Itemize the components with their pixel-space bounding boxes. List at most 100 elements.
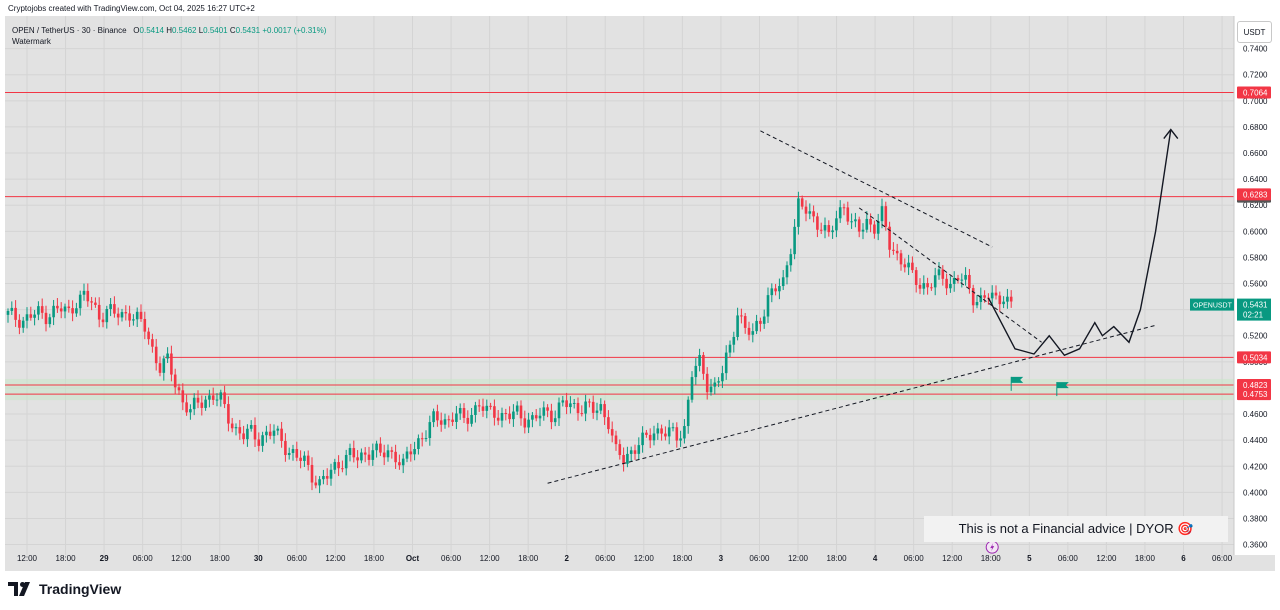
level-price-label-bg	[1237, 86, 1271, 99]
candle-body	[888, 226, 891, 250]
candle-body	[778, 286, 781, 292]
candle-body	[724, 352, 728, 374]
projection-arrowhead	[1163, 128, 1179, 139]
inner-descending-line	[858, 207, 1042, 343]
candle-body	[215, 399, 219, 401]
candle-body	[561, 400, 565, 403]
candle-body	[18, 319, 21, 328]
candle-body	[439, 420, 443, 425]
price-tick-label: 0.6000	[1243, 227, 1268, 236]
time-tick-label: 12:00	[17, 554, 38, 563]
time-tick-label: 18:00	[981, 554, 1002, 563]
price-tick-label: 0.4400	[1243, 436, 1268, 445]
candle-body	[808, 211, 812, 214]
candle-body	[322, 476, 325, 480]
candle-body	[861, 229, 865, 232]
candle-body	[1006, 296, 1009, 302]
price-tick-label: 0.3600	[1243, 541, 1268, 550]
legend-high-label: H	[166, 26, 172, 35]
candle-body	[219, 392, 223, 400]
candle-body	[930, 287, 933, 289]
candle-body	[774, 288, 777, 292]
time-tick-label: 6	[1181, 554, 1186, 563]
candle-body	[363, 452, 367, 455]
candle-body	[208, 395, 211, 400]
candle-body	[816, 216, 819, 230]
candle-body	[751, 331, 755, 335]
candle-body	[709, 386, 713, 393]
candle-body	[105, 309, 109, 323]
last-price-bg	[1237, 298, 1271, 321]
candle-body	[158, 363, 162, 373]
candle-body	[618, 444, 622, 456]
candle-body	[234, 427, 238, 429]
level-price-label: 0.4823	[1243, 381, 1268, 390]
price-tick-label: 0.7000	[1243, 97, 1268, 106]
candle-body	[398, 462, 401, 466]
candle-body	[189, 409, 192, 413]
time-tick-label: 06:00	[1212, 554, 1233, 563]
legend-open: 0.5414	[139, 26, 164, 35]
candle-body	[287, 452, 291, 456]
candle-body	[865, 218, 869, 230]
candle-body	[462, 408, 466, 418]
candle-body	[67, 306, 71, 309]
time-tick-label: 18:00	[56, 554, 77, 563]
candle-body	[675, 427, 679, 441]
candle-body	[531, 415, 534, 420]
legend-indicator[interactable]: Watermark	[12, 37, 51, 46]
time-tick-label: 18:00	[827, 554, 848, 563]
currency-button[interactable]: USDT	[1237, 21, 1272, 43]
candle-body	[576, 402, 580, 414]
candle-body	[838, 207, 842, 219]
candle-body	[493, 406, 496, 418]
candle-body	[151, 339, 154, 347]
candle-body	[671, 427, 675, 429]
candle-body	[732, 336, 736, 345]
candle-body	[223, 392, 226, 405]
legend-low: 0.5401	[203, 26, 228, 35]
candle-body	[945, 278, 948, 289]
candle-body	[660, 428, 663, 434]
candle-body	[246, 428, 249, 440]
chart-area[interactable]	[5, 16, 1275, 571]
candle-body	[333, 462, 337, 470]
candle-body	[120, 312, 124, 318]
candle-body	[603, 404, 606, 418]
price-axis-background	[1234, 16, 1275, 555]
price-tick-label: 0.4600	[1243, 410, 1268, 419]
tradingview-logo[interactable]: TradingView	[8, 581, 121, 597]
candle-body	[337, 462, 340, 469]
candle-body	[101, 319, 105, 323]
price-tick-label: 0.5600	[1243, 280, 1268, 289]
candle-body	[466, 417, 470, 424]
candle-body	[6, 310, 10, 315]
ascending-support	[547, 324, 1156, 484]
candle-body	[926, 283, 929, 288]
candle-body	[648, 434, 652, 441]
candle-body	[124, 312, 128, 314]
candle-body	[405, 451, 409, 459]
candle-body	[569, 403, 572, 408]
candle-body	[990, 292, 994, 299]
level-price-label: 0.7064	[1243, 88, 1268, 97]
candle-body	[325, 476, 329, 479]
price-tick-label: 0.3800	[1243, 514, 1268, 523]
candle-body	[614, 435, 618, 445]
candle-body	[265, 431, 268, 436]
candle-body	[63, 306, 67, 312]
candle-body	[409, 451, 413, 455]
candle-body	[276, 428, 280, 431]
candle-body	[135, 311, 139, 320]
candle-body	[686, 399, 690, 427]
legend-change: +0.0017 (+0.31%)	[262, 26, 327, 35]
time-tick-label: 12:00	[942, 554, 963, 563]
candle-body	[56, 305, 59, 309]
candle-body	[702, 355, 705, 374]
candle-body	[318, 479, 321, 486]
extra-price-label-bg	[1237, 188, 1271, 201]
candle-body	[755, 320, 758, 332]
candle-body	[428, 422, 432, 439]
candle-body	[306, 455, 310, 465]
